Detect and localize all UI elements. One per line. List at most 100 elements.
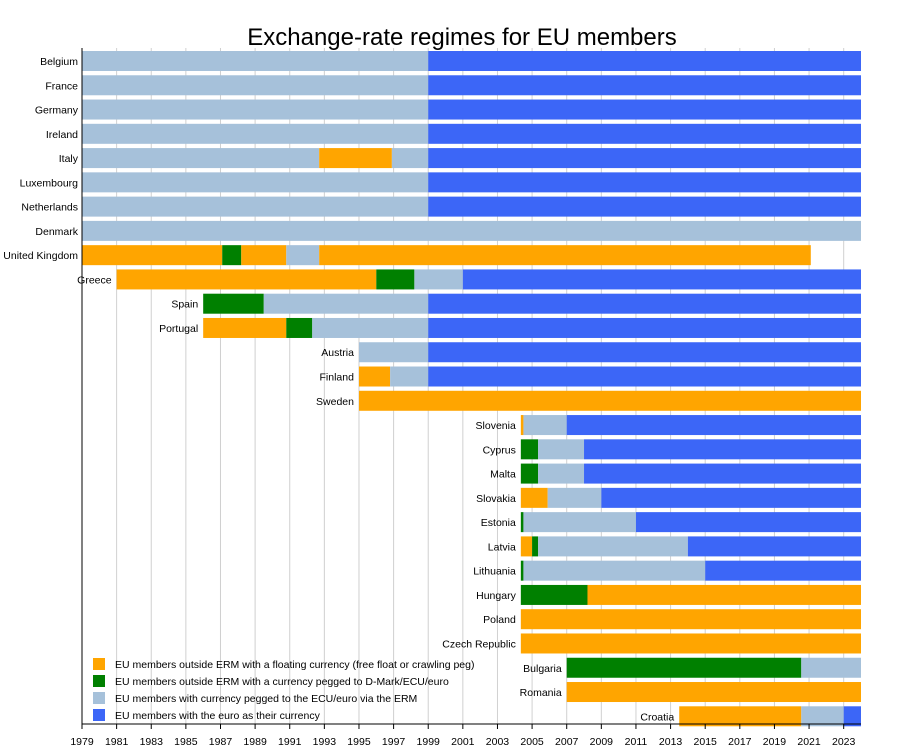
bar-segment-float [358, 390, 861, 411]
bar-segment-euro [428, 99, 861, 120]
bar-segment-float [319, 245, 811, 266]
bar-segment-float [116, 269, 377, 290]
bar-segment-erm [547, 487, 602, 508]
x-tick-label: 2005 [520, 736, 544, 748]
x-axis: 1979 1981 1983 1985 1987 1989 1991 1993 1995 1997… [70, 48, 861, 748]
bar-segment-float [679, 706, 802, 727]
bar-segment-peg [520, 584, 588, 605]
x-tick-label: 1997 [382, 736, 406, 748]
bar-segment-erm [523, 415, 567, 436]
bar-segment-peg [222, 245, 242, 266]
country-label: Czech Republic [442, 638, 516, 650]
country-label: Ireland [46, 129, 78, 141]
x-tick-label: 1985 [174, 736, 198, 748]
bar-segment-peg [203, 293, 264, 314]
legend-label: EU members outside ERM with a currency p… [115, 676, 449, 688]
bar-segment-float [319, 148, 392, 169]
x-tick-label: 2001 [451, 736, 475, 748]
bars [82, 51, 861, 727]
country-label: Luxembourg [20, 177, 79, 189]
x-tick-label: 1995 [347, 736, 371, 748]
bar-segment-erm [82, 51, 429, 71]
bar-segment-peg [520, 560, 524, 581]
bar-segment-erm [538, 536, 688, 557]
x-tick-label: 2023 [832, 736, 856, 748]
bar-segment-peg [520, 439, 539, 460]
country-label: Croatia [640, 711, 674, 723]
bar-segment-erm [414, 269, 463, 290]
country-label: Romania [520, 687, 562, 699]
x-tick-label: 2011 [625, 736, 648, 748]
bar-segment-peg [520, 512, 524, 533]
x-tick-label: 1987 [209, 736, 233, 748]
bar-segment-euro [428, 196, 861, 217]
bar-segment-euro [566, 415, 861, 436]
legend-label: EU members outside ERM with a floating c… [115, 659, 474, 671]
bar-segment-float [520, 633, 861, 654]
bar-segment-erm [801, 657, 861, 678]
x-tick-label: 1993 [313, 736, 337, 748]
bar-segment-peg [376, 269, 415, 290]
bar-segment-float [520, 536, 533, 557]
bar-segment-euro [843, 706, 861, 727]
x-tick-label: 2015 [694, 736, 718, 748]
bar-segment-euro [601, 487, 861, 508]
country-labels: Belgium France Germany Ireland Italy Luxembou… [3, 56, 674, 723]
x-tick-label: 1983 [140, 736, 164, 748]
bar-segment-float [520, 415, 524, 436]
legend-swatch [93, 675, 105, 687]
country-label: Netherlands [21, 202, 78, 214]
bar-segment-euro [428, 51, 861, 71]
x-tick-label: 1979 [70, 736, 94, 748]
x-tick-label: 2013 [659, 736, 683, 748]
bar-segment-erm [82, 123, 429, 144]
bar-segment-erm [523, 512, 636, 533]
legend-label: EU members with currency pegged to the E… [115, 693, 417, 705]
x-tick-label: 1981 [105, 736, 129, 748]
country-label: Poland [483, 614, 516, 626]
bar-segment-euro [428, 317, 861, 338]
bar-segment-float [241, 245, 287, 266]
country-label: Hungary [476, 590, 516, 602]
chart-title: Exchange-rate regimes for EU members [247, 24, 677, 51]
bar-segment-erm [82, 220, 861, 241]
bar-segment-erm [286, 245, 320, 266]
country-label: Lithuania [473, 566, 516, 578]
country-label: Portugal [159, 323, 198, 335]
bar-segment-erm [82, 172, 429, 193]
bar-segment-float [587, 584, 861, 605]
bar-segment-peg [520, 463, 539, 484]
bar-segment-euro [635, 512, 861, 533]
bar-segment-erm [82, 99, 429, 120]
bar-segment-float [203, 317, 287, 338]
bar-segment-euro [428, 366, 861, 387]
country-label: Sweden [316, 396, 354, 408]
bar-segment-float [82, 245, 223, 266]
bar-segment-euro [428, 293, 861, 314]
legend-swatch [93, 709, 105, 721]
x-tick-label: 1989 [243, 736, 267, 748]
bar-segment-erm [82, 75, 429, 96]
bar-segment-erm [312, 317, 429, 338]
bar-segment-erm [358, 342, 429, 363]
legend-swatch [93, 658, 105, 670]
x-tick-label: 1999 [417, 736, 441, 748]
country-label: Spain [171, 299, 198, 311]
country-label: France [45, 80, 78, 92]
bar-segment-float [520, 609, 861, 630]
country-label: Austria [321, 347, 354, 359]
x-tick-label: 2021 [797, 736, 821, 748]
bar-segment-erm [538, 463, 585, 484]
bar-segment-erm [390, 366, 429, 387]
bar-segment-erm [82, 148, 320, 169]
country-label: Latvia [488, 541, 516, 553]
legend: EU members outside ERM with a floating c… [93, 658, 474, 722]
x-tick-label: 2003 [486, 736, 510, 748]
bar-segment-peg [566, 657, 802, 678]
bar-segment-euro [584, 439, 861, 460]
x-tick-label: 2019 [763, 736, 787, 748]
bar-segment-erm [523, 560, 706, 581]
bar-segment-euro [428, 148, 861, 169]
country-label: Slovenia [476, 420, 516, 432]
